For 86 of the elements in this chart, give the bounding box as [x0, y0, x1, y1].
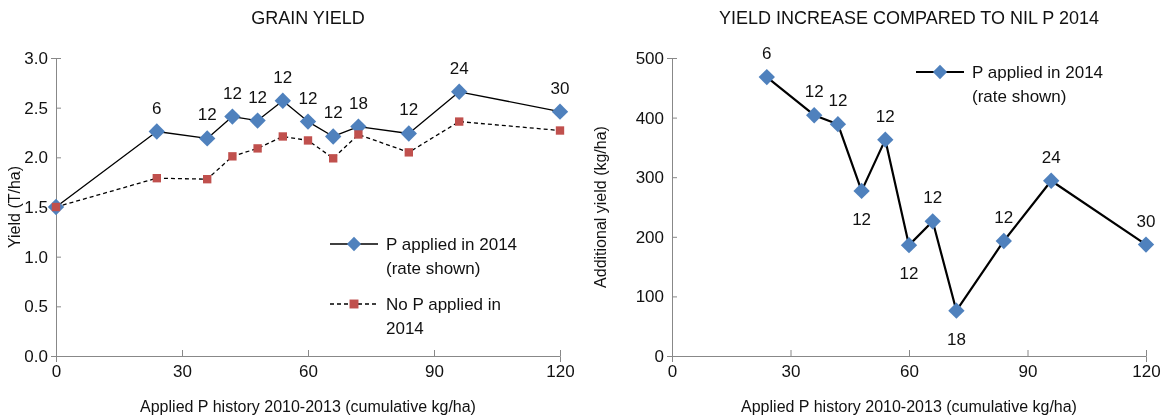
point — [325, 128, 342, 145]
chart-title: GRAIN YIELD — [251, 8, 365, 28]
y-tick-label: 0.5 — [24, 297, 48, 317]
point — [877, 131, 894, 148]
y-tick-label: 2.0 — [24, 148, 48, 168]
x-tick-label: 30 — [173, 362, 192, 382]
annotation: 12 — [197, 105, 217, 125]
point — [303, 136, 313, 145]
annotation: 12 — [923, 188, 943, 208]
point — [148, 123, 165, 140]
point — [758, 68, 775, 86]
point — [806, 107, 823, 124]
point — [829, 115, 847, 133]
point — [249, 112, 266, 129]
legend-label: P applied in 2014 (rate shown) — [972, 63, 1104, 106]
point — [354, 130, 363, 139]
x-tick-label: 120 — [1132, 362, 1161, 382]
point — [329, 154, 338, 163]
point — [199, 130, 216, 147]
x-tick-label: 0 — [51, 362, 62, 382]
point — [404, 148, 413, 157]
point — [924, 213, 941, 230]
annotation: 12 — [828, 91, 848, 111]
y-tick-label: 1.5 — [24, 197, 48, 217]
annotation: 24 — [1041, 147, 1061, 167]
x-axis-title: Applied P history 2010-2013 (cumulative kg/ha) — [741, 398, 1077, 415]
x-tick-label: 60 — [299, 362, 318, 382]
y-tick-label: 300 — [635, 168, 664, 188]
y-tick-label: 3.0 — [24, 48, 48, 68]
point — [948, 302, 965, 319]
annotation: 18 — [348, 93, 368, 113]
annotation: 12 — [875, 106, 895, 126]
y-tick-label: 200 — [635, 227, 664, 247]
point — [555, 126, 565, 135]
point — [274, 92, 291, 109]
x-tick-label: 90 — [1018, 362, 1038, 382]
annotation: 30 — [1136, 211, 1156, 231]
x-axis-title: Applied P history 2010-2013 (cumulative kg/ha) — [140, 398, 476, 415]
y-tick-label: 100 — [635, 287, 664, 307]
y-axis-title: Additional yield (kg/ha) — [592, 126, 609, 288]
y-tick-label: 400 — [635, 108, 664, 128]
annotation: 12 — [399, 100, 419, 120]
annotation: 12 — [994, 207, 1014, 227]
y-tick-label: 0.0 — [24, 346, 48, 366]
annotation: 12 — [273, 67, 293, 87]
point — [400, 125, 417, 142]
annotation: 30 — [550, 78, 570, 98]
annotation: 12 — [222, 83, 242, 103]
annotation: 12 — [323, 103, 343, 123]
point — [995, 232, 1012, 250]
annotation: 18 — [946, 329, 966, 349]
point — [299, 113, 317, 130]
legend-label: No P applied in 2014 — [386, 295, 501, 338]
point — [551, 103, 569, 120]
annotation: 12 — [298, 88, 318, 108]
annotation: 12 — [248, 87, 268, 107]
x-tick-label: 120 — [546, 362, 575, 382]
y-tick-label: 2.5 — [24, 98, 48, 118]
y-axis-title: Yield (T/ha) — [6, 165, 23, 249]
point — [278, 132, 287, 141]
point — [451, 83, 468, 100]
point — [1137, 236, 1155, 253]
annotation: 12 — [804, 82, 824, 102]
chart-title: YIELD INCREASE COMPARED TO NIL P 2014 — [718, 8, 1100, 28]
x-tick-label: 0 — [667, 362, 678, 382]
point — [253, 144, 262, 153]
legend-label: P applied in 2014 (rate shown) — [386, 235, 518, 278]
annotation: 6 — [762, 44, 772, 64]
point — [1043, 172, 1060, 189]
point — [224, 108, 241, 125]
x-tick-label: 90 — [425, 362, 444, 382]
y-tick-label: 0 — [654, 346, 664, 366]
annotation: 12 — [852, 209, 872, 229]
point — [228, 152, 237, 161]
point — [455, 117, 464, 126]
y-tick-label: 500 — [635, 48, 664, 68]
annotation: 12 — [899, 264, 919, 284]
y-tick-label: 1.0 — [24, 247, 48, 267]
point — [152, 174, 161, 183]
x-tick-label: 60 — [900, 362, 919, 382]
annotation: 6 — [152, 98, 162, 118]
point — [853, 182, 870, 200]
x-tick-label: 30 — [781, 362, 801, 382]
point — [203, 175, 212, 184]
point — [900, 236, 918, 254]
annotation: 24 — [449, 58, 469, 78]
